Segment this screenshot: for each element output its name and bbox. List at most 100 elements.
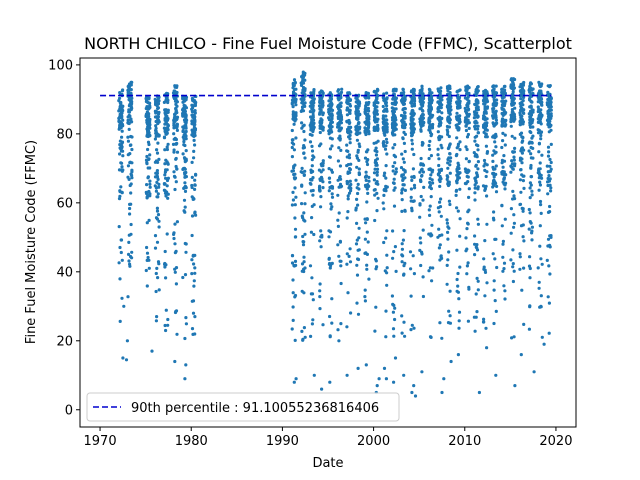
data-point	[491, 153, 495, 157]
data-point	[391, 169, 395, 173]
data-point	[375, 173, 379, 177]
y-axis-label: Fine Fuel Moisture Code (FFMC)	[24, 140, 39, 344]
data-point	[430, 223, 434, 227]
data-point	[513, 384, 517, 388]
data-point	[419, 194, 423, 199]
data-point	[428, 89, 432, 93]
data-point	[476, 131, 480, 135]
data-point	[482, 130, 486, 134]
data-point	[390, 106, 394, 110]
data-point	[430, 279, 434, 283]
data-point	[420, 87, 424, 91]
data-point	[345, 113, 349, 117]
data-point	[173, 359, 177, 364]
data-point	[511, 189, 515, 193]
data-point	[291, 92, 296, 96]
data-point	[155, 195, 159, 199]
x-axis: 1970 1980 1990 2000 2010 2020	[84, 427, 572, 449]
data-point	[119, 143, 123, 148]
data-point	[431, 181, 435, 185]
data-point	[385, 126, 389, 130]
legend-label: 90th percentile : 91.10055236816406	[131, 401, 379, 416]
data-point	[494, 91, 498, 95]
data-point	[528, 98, 532, 102]
data-point	[144, 106, 148, 111]
data-point	[549, 186, 553, 190]
data-point	[310, 158, 314, 162]
data-point	[175, 115, 180, 119]
data-point	[339, 264, 343, 268]
data-point	[447, 199, 451, 203]
data-point	[363, 217, 367, 221]
data-point	[356, 182, 360, 186]
data-point	[321, 186, 325, 190]
data-point	[293, 97, 297, 101]
data-point	[428, 123, 432, 127]
data-point	[308, 132, 312, 137]
data-point	[412, 183, 417, 187]
data-point	[504, 123, 508, 127]
data-point	[549, 160, 553, 165]
data-point	[483, 162, 487, 166]
data-point	[163, 148, 167, 152]
data-point	[456, 161, 460, 165]
data-point	[549, 116, 553, 120]
data-point	[549, 112, 553, 116]
data-point	[363, 299, 367, 303]
data-point	[385, 118, 389, 122]
data-point	[182, 140, 186, 144]
data-point	[519, 168, 523, 172]
data-point	[320, 126, 325, 130]
data-point	[127, 121, 131, 126]
data-point	[124, 358, 129, 362]
data-point	[494, 190, 499, 194]
data-point	[310, 276, 314, 280]
data-point	[428, 213, 432, 217]
data-point	[536, 171, 540, 175]
data-point	[192, 284, 196, 288]
data-point	[510, 99, 514, 103]
data-point	[400, 92, 404, 96]
data-point	[513, 136, 517, 140]
data-point	[392, 334, 396, 338]
data-point	[492, 210, 496, 214]
data-point	[153, 109, 157, 113]
data-point	[165, 168, 169, 172]
data-point	[363, 237, 367, 241]
data-point	[128, 143, 132, 147]
data-point	[391, 146, 395, 150]
x-tick-label: 2000	[357, 434, 390, 449]
data-point	[448, 121, 452, 125]
data-point	[172, 170, 176, 174]
data-point	[518, 252, 522, 256]
data-point	[356, 191, 360, 196]
data-point	[410, 323, 414, 327]
data-point	[355, 186, 359, 190]
data-point	[372, 141, 376, 145]
data-point	[327, 155, 332, 159]
data-point	[393, 143, 397, 147]
data-point	[192, 115, 196, 119]
data-point	[421, 228, 425, 232]
data-point	[321, 161, 325, 165]
data-point	[329, 121, 333, 125]
data-point	[157, 182, 161, 186]
data-point	[476, 167, 480, 171]
data-point	[327, 235, 331, 239]
data-point	[355, 138, 359, 142]
data-point	[546, 237, 551, 241]
data-point	[446, 104, 450, 108]
data-point	[190, 195, 194, 199]
data-point	[500, 107, 504, 111]
data-point	[494, 103, 498, 108]
data-point	[356, 109, 360, 114]
data-point	[302, 326, 306, 330]
data-point	[164, 276, 168, 280]
data-point	[319, 205, 323, 209]
data-point	[147, 218, 151, 222]
data-point	[174, 156, 178, 161]
data-point	[365, 263, 369, 267]
data-point	[339, 104, 343, 108]
data-point	[127, 88, 131, 92]
data-point	[120, 89, 124, 93]
